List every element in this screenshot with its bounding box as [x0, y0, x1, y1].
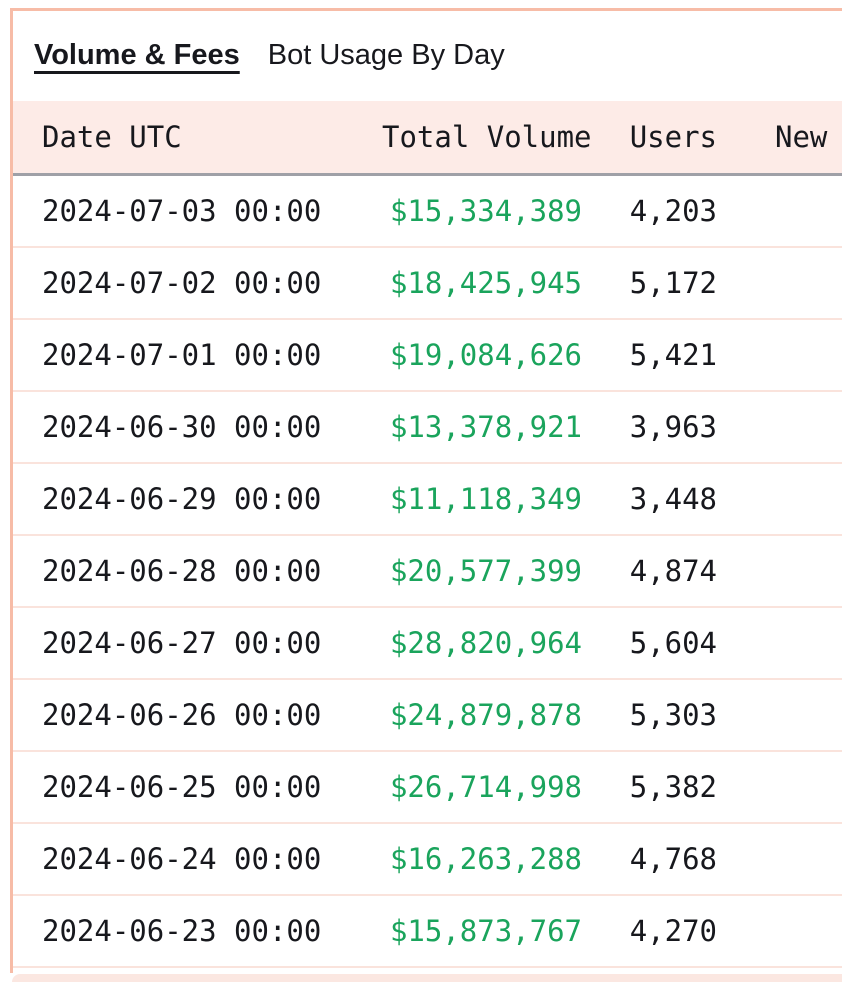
- table-row: 2024-06-30 00:00 $13,378,921 3,963: [13, 392, 842, 464]
- cell-users: 5,421: [629, 338, 717, 372]
- cell-date-utc: 2024-06-29 00:00: [42, 482, 322, 516]
- cell-total-volume: $19,084,626: [389, 338, 582, 372]
- cell-total-volume: $26,714,998: [389, 770, 582, 804]
- cell-total-volume: $11,118,349: [389, 482, 582, 516]
- cell-users: 5,172: [629, 266, 717, 300]
- cell-users: 4,874: [629, 554, 717, 588]
- table-row: 2024-06-28 00:00 $20,577,399 4,874: [13, 536, 842, 608]
- cell-users: 4,270: [629, 914, 717, 948]
- cell-total-volume: $16,263,288: [389, 842, 582, 876]
- cell-date-utc: 2024-06-25 00:00: [42, 770, 322, 804]
- cell-total-volume: $15,334,389: [389, 194, 582, 228]
- cell-date-utc: 2024-06-26 00:00: [42, 698, 322, 732]
- cell-total-volume: $28,820,964: [389, 626, 582, 660]
- table-row: 2024-06-24 00:00 $16,263,288 4,768: [13, 824, 842, 896]
- cell-total-volume: $18,425,945: [389, 266, 582, 300]
- cell-users: 3,448: [629, 482, 717, 516]
- table-header-row: Date UTC Total Volume Users New: [13, 101, 842, 176]
- cell-date-utc: 2024-06-23 00:00: [42, 914, 322, 948]
- table-row: 2024-06-29 00:00 $11,118,349 3,448: [13, 464, 842, 536]
- cell-date-utc: 2024-07-01 00:00: [42, 338, 322, 372]
- table-row: 2024-07-01 00:00 $19,084,626 5,421: [13, 320, 842, 392]
- cell-users: 5,604: [629, 626, 717, 660]
- table-row: 2024-06-25 00:00 $26,714,998 5,382: [13, 752, 842, 824]
- cell-date-utc: 2024-06-30 00:00: [42, 410, 322, 444]
- volume-fees-card: Volume & Fees Bot Usage By Day Date UTC …: [10, 8, 842, 973]
- tab-bot-usage-by-day[interactable]: Bot Usage By Day: [267, 39, 505, 72]
- cell-date-utc: 2024-06-27 00:00: [42, 626, 322, 660]
- cell-total-volume: $20,577,399: [389, 554, 582, 588]
- cell-date-utc: 2024-06-24 00:00: [42, 842, 322, 876]
- cell-users: 4,203: [629, 194, 717, 228]
- cell-total-volume: $24,879,878: [389, 698, 582, 732]
- cell-users: 3,963: [629, 410, 717, 444]
- cell-users: 5,382: [629, 770, 717, 804]
- tab-bar: Volume & Fees Bot Usage By Day: [13, 11, 842, 101]
- column-header-total-volume: Total Volume: [382, 120, 592, 154]
- table-row: 2024-07-03 00:00 $15,334,389 4,203: [13, 176, 842, 248]
- column-header-users: Users: [629, 120, 717, 154]
- table-row: 2024-06-26 00:00 $24,879,878 5,303: [13, 680, 842, 752]
- table-row: 2024-06-27 00:00 $28,820,964 5,604: [13, 608, 842, 680]
- cell-total-volume: $13,378,921: [389, 410, 582, 444]
- table-row: 2024-06-23 00:00 $15,873,767 4,270: [13, 896, 842, 968]
- cell-date-utc: 2024-06-28 00:00: [42, 554, 322, 588]
- volume-table: Date UTC Total Volume Users New 2024-07-…: [13, 101, 842, 968]
- table-body: 2024-07-03 00:00 $15,334,389 4,203 2024-…: [13, 176, 842, 968]
- cell-users: 5,303: [629, 698, 717, 732]
- cell-total-volume: $15,873,767: [389, 914, 582, 948]
- cell-date-utc: 2024-07-03 00:00: [42, 194, 322, 228]
- tab-volume-fees[interactable]: Volume & Fees: [34, 39, 240, 72]
- column-header-new-users: New: [775, 120, 828, 154]
- cell-users: 4,768: [629, 842, 717, 876]
- next-section-peek: [12, 974, 842, 982]
- table-row: 2024-07-02 00:00 $18,425,945 5,172: [13, 248, 842, 320]
- cell-date-utc: 2024-07-02 00:00: [42, 266, 322, 300]
- column-header-date-utc: Date UTC: [42, 120, 182, 154]
